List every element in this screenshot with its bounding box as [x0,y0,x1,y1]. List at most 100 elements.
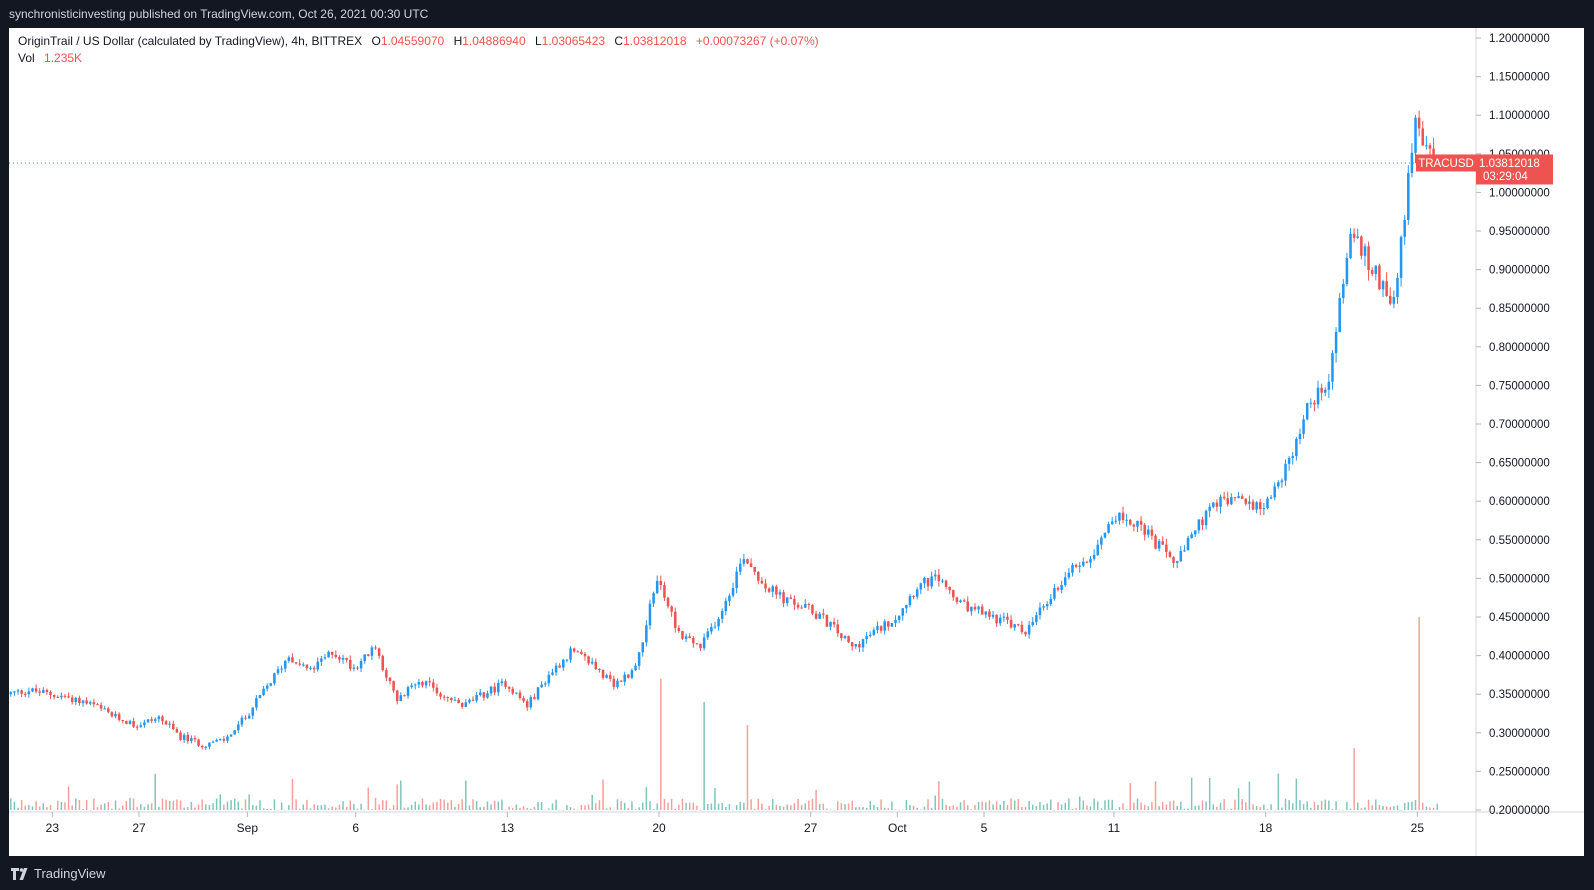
candle-body [1186,537,1190,551]
candle-body [453,699,457,701]
ticker-tag-label: TRACUSD [1418,158,1474,170]
volume-bar [363,809,366,811]
candle-body [1363,246,1367,256]
volume-bar [873,804,875,810]
candle-body [182,734,186,740]
volume-bar [927,799,929,810]
volume-bar [414,801,416,810]
volume-bar [515,804,518,810]
volume-bar [858,806,861,810]
volume-bar [1187,808,1189,810]
volume-bar [786,804,788,810]
volume-bar [1129,783,1131,810]
candle-body [796,604,800,608]
volume-bar [244,799,247,810]
volume-bar [1429,807,1431,810]
candle-body [320,658,323,662]
price-axis[interactable]: 1.200000001.150000001.100000001.05000000… [1476,33,1550,817]
volume-bar [1375,799,1377,810]
volume-bar [201,799,203,810]
volume-bar [60,801,63,810]
volume-bar [670,798,673,810]
candle-body [897,615,901,620]
candle-body [392,681,395,691]
volume-bar [761,803,763,810]
volume-bar [483,806,485,810]
volume-bar [699,809,702,811]
volume-bar [714,787,716,810]
candle-body [312,667,316,670]
volume-bar [1151,802,1153,810]
candle-body [735,571,738,588]
volume-bar [725,807,727,810]
legend: OriginTrail / US Dollar (calculated by T… [18,34,819,65]
candle-body [1374,265,1378,274]
candle-body [1370,270,1374,274]
candle-body [99,704,103,709]
volume-bar [1035,805,1038,810]
chart-area[interactable]: OriginTrail / US Dollar (calculated by T… [9,28,1584,856]
candle-body [908,596,912,605]
volume-bar [447,802,449,810]
candle-body [724,600,728,612]
volume-bar [57,800,59,810]
candle-body [663,585,666,598]
candle-body [204,746,208,748]
candle-body [222,739,226,741]
candle-body [536,687,540,700]
candle-body [1262,508,1266,510]
volume-bar [721,802,723,810]
volume-bar [457,803,460,810]
candle-body [887,621,890,627]
candle-body [1128,519,1132,525]
volume-bar [938,781,940,810]
volume-bar [349,800,351,810]
candle-body [695,643,699,645]
candle-body [283,660,287,669]
volume-bar [277,809,279,811]
price-tick-label: 0.20000000 [1489,805,1550,817]
volume-bar [371,809,373,810]
candle-body [1121,512,1125,521]
volume-bar [934,795,936,810]
volume-bar [1115,809,1117,810]
volume-bar [566,805,568,810]
candle-body [56,696,60,698]
volume-bar [262,808,265,810]
volume-bar [67,786,70,810]
candle-body [421,682,424,686]
candle-body [287,657,291,661]
candle-body [464,702,468,707]
volume-bar [642,802,644,810]
candle-body [1031,622,1035,626]
time-tick-label: 23 [46,821,60,835]
candle-body [143,722,146,726]
candle-body [836,624,840,634]
volume-bar [851,800,853,810]
volume-bar [974,805,976,810]
volume-bar [620,800,622,810]
volume-bar [598,800,601,810]
candle-body [1305,403,1309,420]
volume-bar [1328,800,1330,810]
volume-bar [490,804,492,810]
candle-body [16,690,20,692]
volume-bar [533,806,536,810]
candle-body [269,683,273,686]
candle-body [1024,631,1027,635]
volume-bar [479,807,481,810]
candle-body [1295,439,1298,457]
candle-body [1327,381,1331,390]
candlestick-chart[interactable]: OriginTrail / US Dollar (calculated by T… [9,28,1584,856]
candle-body [1085,561,1089,563]
volume-bar [1263,804,1265,810]
volume-bar [1367,799,1370,810]
price-tick-label: 0.25000000 [1489,766,1550,778]
volume-bar [883,807,886,810]
volume-bar [703,701,705,810]
candle-body [265,685,269,689]
volume-bar [1104,800,1106,810]
volume-bar [1270,804,1272,810]
time-axis[interactable]: 23 27 Sep 6 13 20 27 Oct 5 11 18 25 [46,812,1425,835]
volume-bar [1010,798,1012,810]
